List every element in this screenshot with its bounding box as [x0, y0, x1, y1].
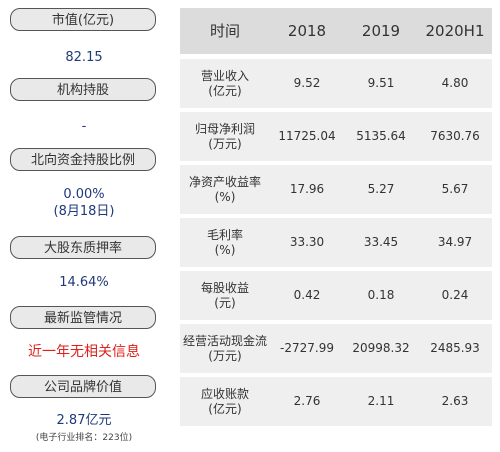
metric-name: 应收账款 [200, 386, 249, 401]
metric-name: 归母净利润 [194, 121, 255, 136]
pledge-ratio-value: 14.64% [59, 275, 109, 290]
pledge-ratio-label: 大股东质押率 [10, 236, 156, 259]
institutional-holding-label: 机构持股 [10, 78, 156, 101]
metric-name: 毛利率 [206, 227, 243, 242]
table-row: 毛利率 (%) 33.30 33.45 34.97 [180, 218, 492, 267]
brand-value-value: 2.87亿元 [56, 413, 112, 428]
table-header: 时间 2018 2019 2020H1 [180, 8, 492, 54]
table-cell: 2.76 [293, 394, 321, 408]
metric-name: 营业收入 [200, 68, 249, 83]
table-cell: 9.52 [293, 76, 321, 90]
brand-value-label: 公司品牌价值 [10, 375, 156, 398]
table-cell: 17.96 [289, 182, 325, 196]
table-row: 归母净利润 (万元) 11725.04 5135.64 7630.76 [180, 112, 492, 161]
table-cell: 2.11 [367, 394, 395, 408]
table-cell: 4.80 [441, 76, 469, 90]
summary-sidebar: 市值(亿元) 82.15 机构持股 - 北向资金持股比例 0.00% (8月18… [0, 0, 170, 452]
table-cell: 2485.93 [430, 341, 480, 355]
table-cell: 0.18 [367, 288, 395, 302]
header-2020h1: 2020H1 [425, 22, 485, 40]
table-cell: 33.30 [289, 235, 325, 249]
metric-unit: (%) [214, 189, 236, 204]
market-cap-value: 82.15 [65, 50, 103, 65]
metric-unit: (万元) [208, 348, 242, 363]
northbound-ratio-value: 0.00% [63, 187, 105, 202]
institutional-holding-value: - [81, 119, 87, 134]
northbound-ratio-label: 北向资金持股比例 [10, 148, 156, 171]
table-cell: 2.63 [441, 394, 469, 408]
table-cell: 5135.64 [356, 129, 406, 143]
header-2019: 2019 [361, 22, 401, 40]
market-cap-label: 市值(亿元) [10, 8, 156, 31]
metric-name: 经营活动现金流 [182, 333, 267, 348]
header-2018: 2018 [287, 22, 327, 40]
table-cell: 0.42 [293, 288, 321, 302]
table-cell: 0.24 [441, 288, 469, 302]
northbound-ratio-date: (8月18日) [53, 204, 115, 219]
header-time: 时间 [209, 22, 240, 40]
metric-name: 净资产收益率 [188, 174, 261, 189]
table-cell: 11725.04 [278, 129, 336, 143]
metric-name: 每股收益 [200, 280, 249, 295]
metric-unit: (元) [214, 295, 236, 310]
brand-value-rank: (电子行业排名：223位) [35, 433, 133, 443]
table-row: 应收账款 (亿元) 2.76 2.11 2.63 [180, 377, 492, 426]
table-cell: 20998.32 [352, 341, 410, 355]
table-cell: 9.51 [367, 76, 395, 90]
metric-unit: (%) [214, 242, 236, 257]
regulation-value: 近一年无相关信息 [28, 344, 140, 360]
table-cell: 5.67 [441, 182, 469, 196]
table-row: 净资产收益率 (%) 17.96 5.27 5.67 [180, 165, 492, 214]
metric-unit: (万元) [208, 136, 242, 151]
table-row: 每股收益 (元) 0.42 0.18 0.24 [180, 271, 492, 320]
table-cell: 5.27 [367, 182, 395, 196]
table-cell: 33.45 [363, 235, 399, 249]
metric-unit: (亿元) [208, 83, 242, 98]
table-row: 经营活动现金流 (万元) -2727.99 20998.32 2485.93 [180, 324, 492, 373]
table-cell: 34.97 [437, 235, 473, 249]
metric-unit: (亿元) [208, 401, 242, 416]
table-cell: 7630.76 [430, 129, 480, 143]
table-row: 营业收入 (亿元) 9.52 9.51 4.80 [180, 59, 492, 108]
table-cell: -2727.99 [280, 341, 334, 355]
regulation-label: 最新监管情况 [10, 306, 156, 329]
